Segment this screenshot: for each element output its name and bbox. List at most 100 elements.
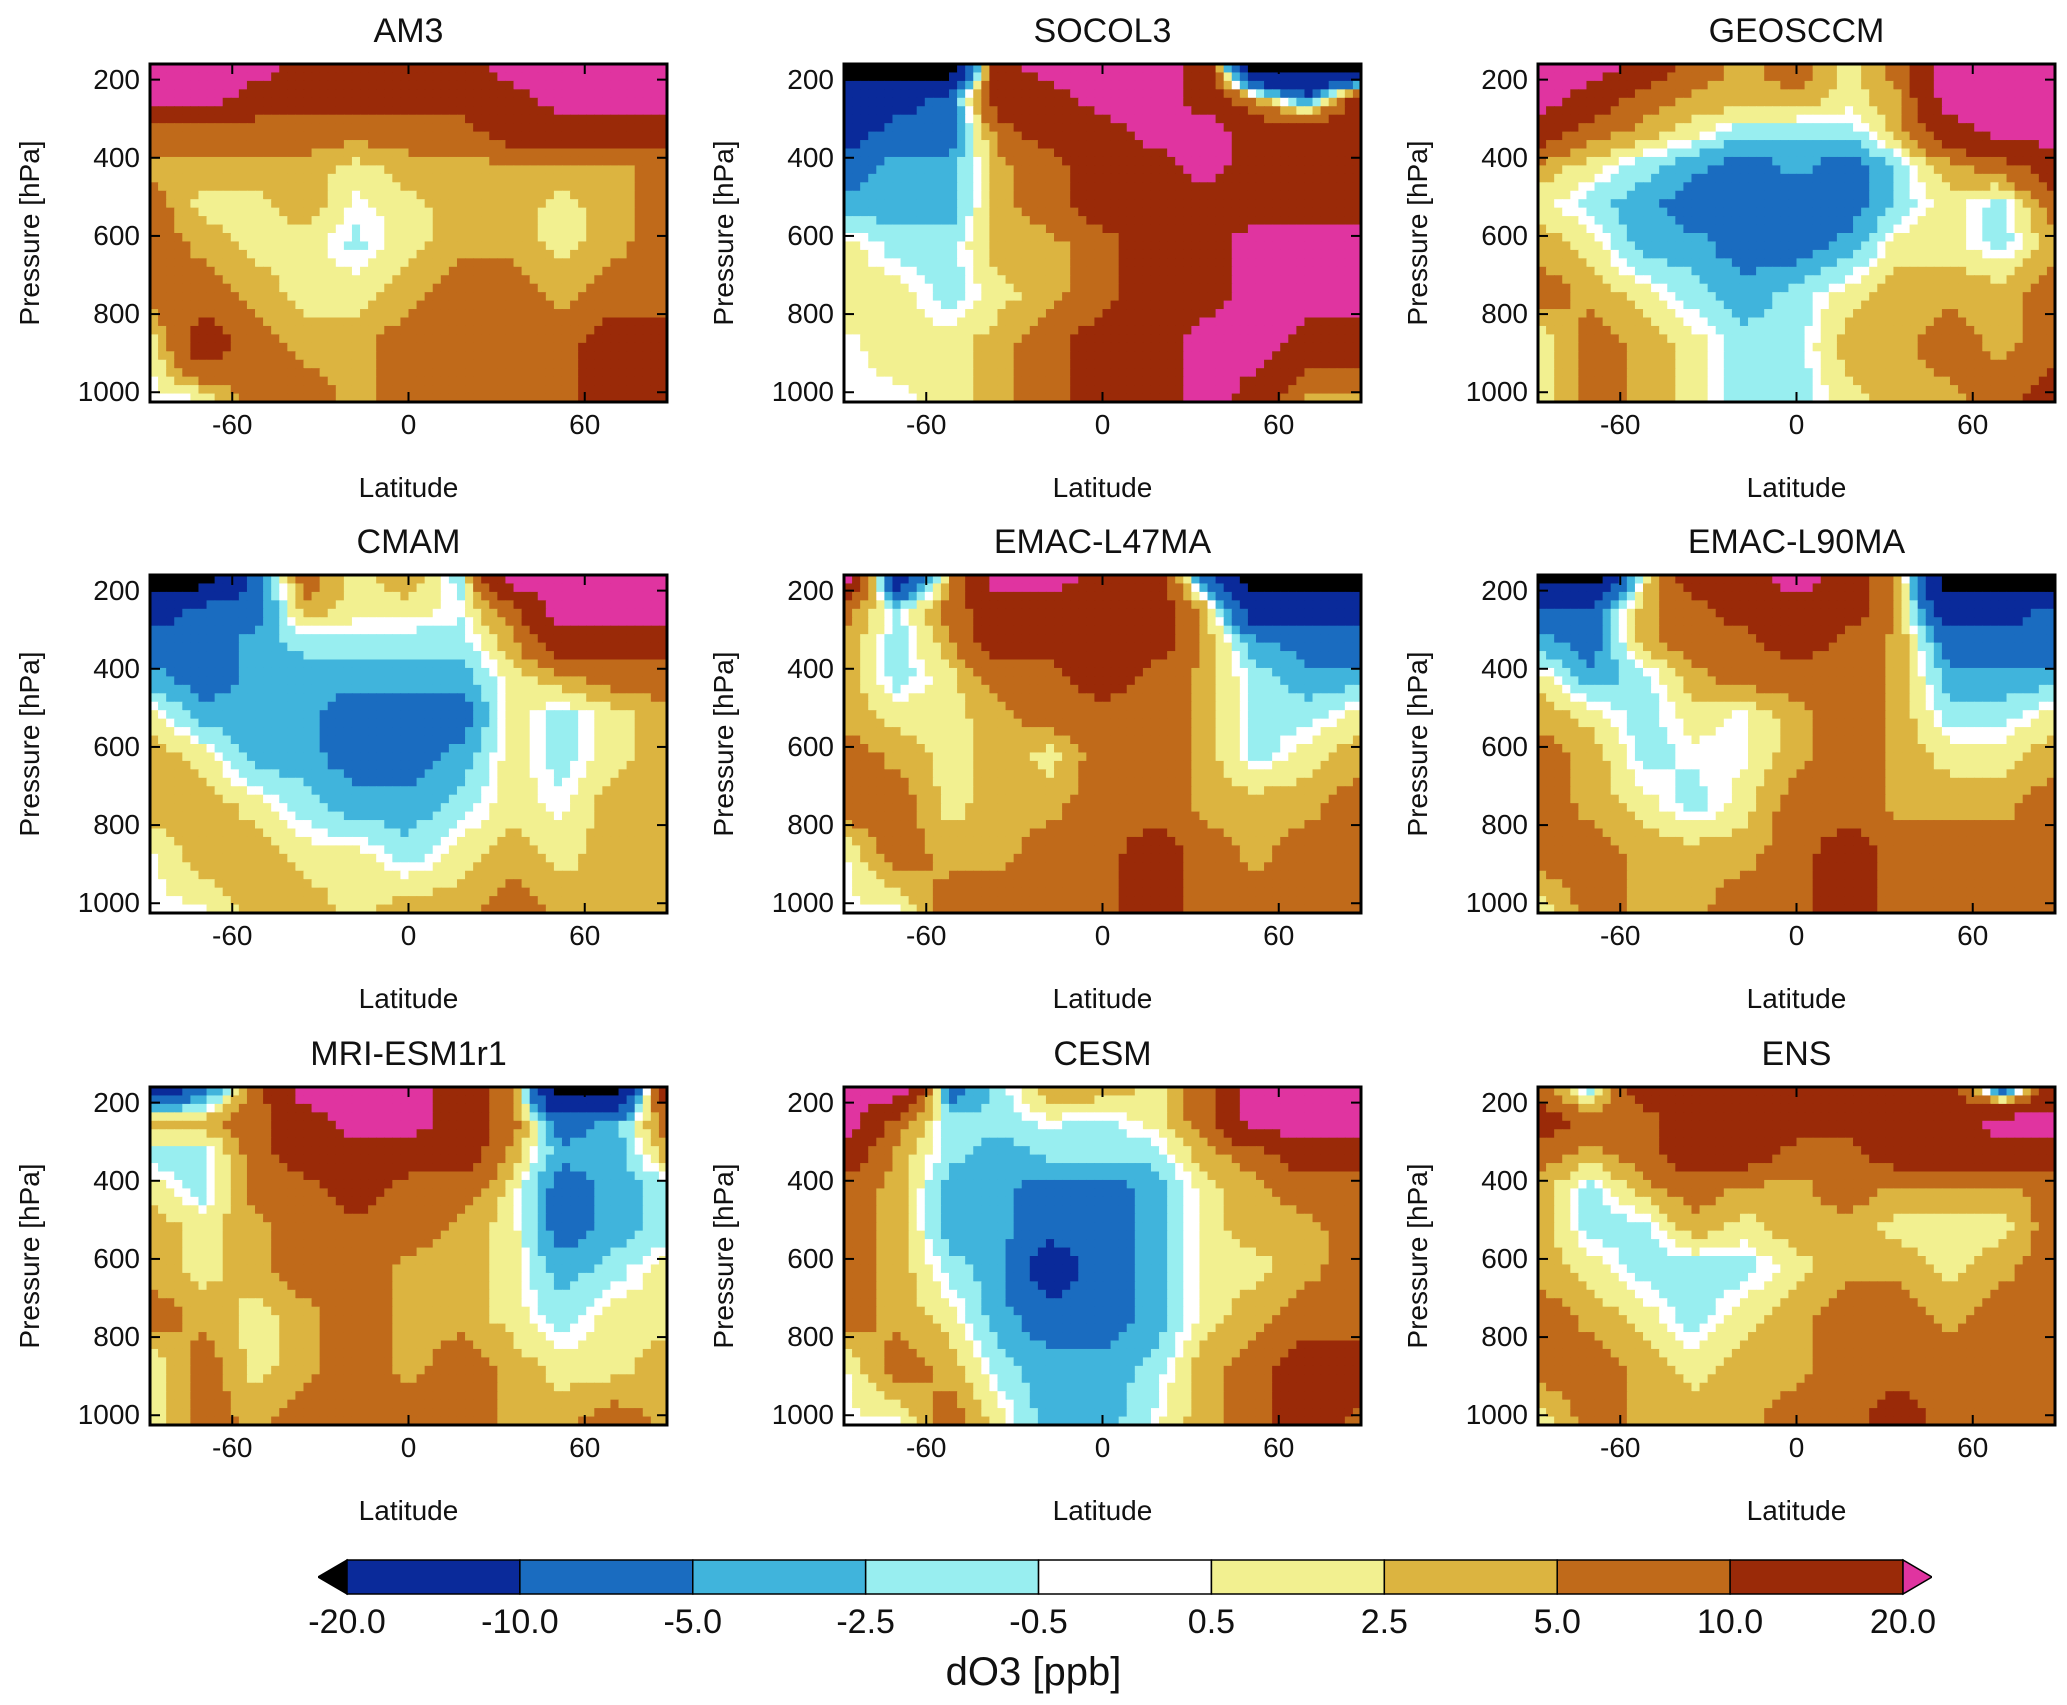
- contour-cell: [876, 368, 885, 378]
- contour-cell: [876, 275, 885, 285]
- contour-cell: [481, 207, 490, 217]
- contour-cell: [594, 359, 603, 369]
- contour-cell: [481, 275, 490, 285]
- contour-cell: [384, 359, 393, 369]
- contour-cell: [1191, 241, 1201, 251]
- contour-cell: [1134, 325, 1144, 335]
- contour-cell: [360, 351, 369, 361]
- contour-cell: [1126, 300, 1136, 310]
- contour-cell: [989, 292, 999, 302]
- contour-cell: [852, 300, 861, 310]
- contour-cell: [1231, 368, 1241, 378]
- contour-cell: [940, 64, 950, 74]
- contour-cell: [1207, 300, 1217, 310]
- contour-cell: [343, 72, 353, 82]
- contour-cell: [327, 292, 337, 302]
- contour-cell: [989, 148, 999, 158]
- contour-cell: [230, 249, 240, 259]
- contour-cell: [884, 359, 894, 369]
- contour-cell: [271, 368, 280, 378]
- contour-cell: [473, 334, 482, 344]
- contour-cell: [860, 165, 869, 175]
- contour-cell: [1183, 325, 1192, 335]
- contour-cell: [255, 393, 264, 403]
- contour-cell: [222, 199, 232, 209]
- contour-cell: [255, 190, 264, 200]
- contour-cell: [529, 249, 539, 259]
- contour-cell: [1029, 376, 1039, 386]
- contour-cell: [1037, 72, 1047, 82]
- contour-cell: [860, 233, 869, 243]
- contour-cell: [489, 173, 498, 183]
- contour-cell: [1312, 317, 1322, 327]
- contour-cell: [1110, 266, 1120, 276]
- contour-cell: [650, 275, 660, 285]
- contour-cell: [1005, 241, 1015, 251]
- contour-cell: [158, 317, 167, 327]
- contour-cell: [1239, 224, 1249, 234]
- contour-cell: [505, 165, 515, 175]
- contour-cell: [1328, 241, 1338, 251]
- contour-cell: [658, 199, 668, 209]
- contour-cell: [908, 351, 918, 361]
- contour-cell: [1191, 207, 1201, 217]
- contour-cell: [174, 216, 183, 226]
- contour-cell: [198, 165, 208, 175]
- contour-cell: [618, 140, 628, 150]
- contour-cell: [626, 165, 636, 175]
- contour-cell: [1118, 131, 1128, 141]
- contour-cell: [1045, 148, 1055, 158]
- contour-cell: [368, 156, 377, 166]
- contour-cell: [1134, 89, 1144, 99]
- contour-cell: [1247, 334, 1257, 344]
- contour-cell: [1102, 156, 1112, 166]
- contour-cell: [230, 292, 240, 302]
- contour-cell: [311, 368, 321, 378]
- contour-cell: [618, 156, 628, 166]
- contour-cell: [1296, 317, 1306, 327]
- contour-cell: [432, 342, 442, 352]
- contour-cell: [997, 317, 1007, 327]
- contour-cell: [1094, 292, 1104, 302]
- contour-cell: [1288, 275, 1297, 285]
- contour-cell: [561, 97, 571, 107]
- contour-cell: [642, 317, 652, 327]
- contour-cell: [658, 283, 668, 293]
- contour-cell: [650, 283, 660, 293]
- contour-cell: [924, 266, 934, 276]
- contour-cell: [876, 309, 885, 319]
- contour-cell: [1021, 224, 1031, 234]
- contour-cell: [327, 249, 337, 259]
- contour-cell: [1288, 317, 1297, 327]
- contour-cell: [1086, 283, 1096, 293]
- contour-cell: [892, 224, 902, 234]
- contour-cell: [1150, 233, 1160, 243]
- contour-cell: [1296, 266, 1306, 276]
- contour-cell: [860, 334, 869, 344]
- contour-cell: [1199, 190, 1209, 200]
- contour-cell: [287, 385, 297, 395]
- contour-cell: [271, 249, 280, 259]
- contour-cell: [376, 148, 385, 158]
- contour-cell: [626, 224, 636, 234]
- contour-cell: [973, 182, 982, 192]
- contour-cell: [440, 385, 450, 395]
- contour-cell: [594, 173, 603, 183]
- contour-cell: [1312, 309, 1322, 319]
- contour-cell: [335, 283, 345, 293]
- contour-cell: [384, 89, 393, 99]
- contour-cell: [182, 309, 191, 319]
- contour-cell: [182, 123, 191, 133]
- contour-cell: [570, 80, 579, 90]
- contour-cell: [255, 216, 264, 226]
- contour-cell: [578, 351, 587, 361]
- contour-cell: [1191, 317, 1201, 327]
- contour-cell: [206, 216, 216, 226]
- contour-cell: [1045, 123, 1055, 133]
- contour-cell: [287, 199, 297, 209]
- contour-cell: [1255, 207, 1265, 217]
- contour-cell: [489, 216, 498, 226]
- contour-cell: [319, 266, 329, 276]
- contour-cell: [916, 182, 926, 192]
- contour-cell: [1328, 249, 1338, 259]
